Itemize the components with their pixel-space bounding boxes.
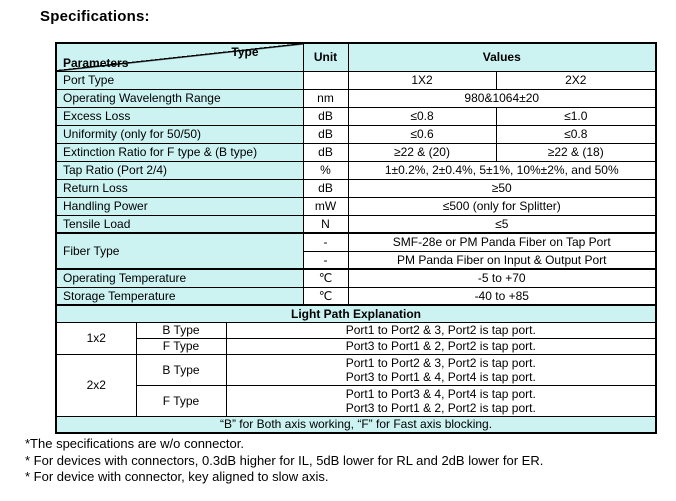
value-cell: 1X2 <box>347 70 497 90</box>
size-cell: 1x2 <box>55 321 137 355</box>
table-row-handling-power: Handling Power mW ≤500 (only for Splitte… <box>55 196 657 216</box>
param-cell: Handling Power <box>55 196 304 216</box>
unit-cell: - <box>302 250 349 270</box>
value-cell: ≤500 (only for Splitter) <box>347 196 657 216</box>
light-path-header: Light Path Explanation <box>55 304 657 323</box>
unit-cell: ℃ <box>302 268 349 288</box>
value-cell: ≤0.6 <box>347 124 497 144</box>
param-cell: Tensile Load <box>55 214 304 234</box>
param-cell: Uniformity (only for 50/50) <box>55 124 304 144</box>
value-cell: 2X2 <box>495 70 657 90</box>
param-cell: Operating Wavelength Range <box>55 88 304 108</box>
type-cell: B Type <box>135 321 227 339</box>
table-row-fiber-type-1: Fiber Type - SMF-28e or PM Panda Fiber o… <box>55 232 657 270</box>
table-row-uniformity: Uniformity (only for 50/50) dB ≤0.6 ≤0.8 <box>55 124 657 144</box>
table-row-2x2-b-type: 2x2 B Type Port1 to Port2 & 3, Port2 is … <box>55 353 657 417</box>
explanation-cell: Port1 to Port3 & 4, Port4 is tap port. P… <box>225 384 657 417</box>
unit-cell: dB <box>302 142 349 162</box>
corner-type-label: Type <box>231 45 259 59</box>
value-cell: SMF-28e or PM Panda Fiber on Tap Port <box>347 232 657 252</box>
unit-cell: dB <box>302 124 349 144</box>
value-cell: ≤5 <box>347 214 657 234</box>
page-title: Specifications: <box>40 8 150 25</box>
value-cell: ≤0.8 <box>347 106 497 126</box>
light-path-table: Light Path Explanation 1x2 B Type Port1 … <box>55 304 658 434</box>
explanation-cell: Port1 to Port2 & 3, Port2 is tap port. P… <box>225 353 657 386</box>
footnote-line: *The specifications are w/o connector. <box>25 436 244 451</box>
light-path-header-row: Light Path Explanation <box>55 304 657 323</box>
unit-cell: dB <box>302 106 349 126</box>
unit-cell: N <box>302 214 349 234</box>
values-header: Values <box>347 42 657 72</box>
explanation-line: Port3 to Port1 & 2, Port2 is tap port. <box>345 400 536 415</box>
param-cell: Return Loss <box>55 178 304 198</box>
table-row-extinction-ratio: Extinction Ratio for F type & (B type) d… <box>55 142 657 162</box>
table-row-tensile-load: Tensile Load N ≤5 <box>55 214 657 234</box>
value-cell: -40 to +85 <box>347 286 657 306</box>
table-row-1x2-b-type: 1x2 B Type Port1 to Port2 & 3, Port2 is … <box>55 321 657 355</box>
spec-tables-container: Type Parameters Unit Values Port Type 1X… <box>55 42 658 434</box>
unit-cell: - <box>302 232 349 252</box>
table-row-1x2-f-type: F Type Port3 to Port1 & 2, Port2 is tap … <box>56 337 657 355</box>
footnotes: *The specifications are w/o connector. *… <box>25 436 543 486</box>
table-row-operating-temperature: Operating Temperature ℃ -5 to +70 <box>55 268 657 288</box>
unit-cell <box>302 70 349 90</box>
unit-cell: nm <box>302 88 349 108</box>
value-cell: ≤0.8 <box>495 124 657 144</box>
type-cell: B Type <box>135 353 227 386</box>
light-path-note-row: “B” for Both axis working, “F” for Fast … <box>55 415 657 434</box>
corner-header-cell: Type Parameters <box>55 42 304 72</box>
table-row-excess-loss: Excess Loss dB ≤0.8 ≤1.0 <box>55 106 657 126</box>
param-cell: Extinction Ratio for F type & (B type) <box>55 142 304 162</box>
table-row-wavelength: Operating Wavelength Range nm 980&1064±2… <box>55 88 657 108</box>
footnote-line: * For devices with connectors, 0.3dB hig… <box>25 452 544 468</box>
type-cell: F Type <box>135 384 227 417</box>
header-row: Type Parameters Unit Values <box>55 42 657 72</box>
value-cell: 980&1064±20 <box>347 88 657 108</box>
unit-cell: dB <box>302 178 349 198</box>
size-cell: 2x2 <box>55 353 137 417</box>
param-cell: Excess Loss <box>55 106 304 126</box>
unit-cell: % <box>302 160 349 180</box>
param-cell: Operating Temperature <box>55 268 304 288</box>
unit-cell: ℃ <box>302 286 349 306</box>
unit-header: Unit <box>302 42 349 72</box>
value-cell: 1±0.2%, 2±0.4%, 5±1%, 10%±2%, and 50% <box>347 160 657 180</box>
explanation-line: Port3 to Port1 & 4, Port4 is tap port. <box>345 369 536 384</box>
unit-cell: mW <box>302 196 349 216</box>
param-cell: Storage Temperature <box>55 286 304 306</box>
value-cell: ≥22 & (18) <box>495 142 657 162</box>
param-cell: Fiber Type <box>55 232 304 270</box>
explanation-cell: Port3 to Port1 & 2, Port2 is tap port. <box>225 337 657 355</box>
type-cell: F Type <box>135 337 227 355</box>
value-cell: ≤1.0 <box>495 106 657 126</box>
corner-parameters-label: Parameters <box>63 55 129 70</box>
value-cell: ≥50 <box>347 178 657 198</box>
table-row-return-loss: Return Loss dB ≥50 <box>55 178 657 198</box>
value-cell: -5 to +70 <box>347 268 657 288</box>
specifications-table: Type Parameters Unit Values Port Type 1X… <box>55 42 657 306</box>
value-cell: PM Panda Fiber on Input & Output Port <box>347 250 657 270</box>
table-row-2x2-f-type: F Type Port1 to Port3 & 4, Port4 is tap … <box>56 384 657 417</box>
explanation-line: Port1 to Port3 & 4, Port4 is tap port. <box>345 386 536 401</box>
table-row-port-type: Port Type 1X2 2X2 <box>55 70 657 90</box>
param-cell: Port Type <box>55 70 304 90</box>
param-cell: Tap Ratio (Port 2/4) <box>55 160 304 180</box>
light-path-note: “B” for Both axis working, “F” for Fast … <box>55 415 657 434</box>
explanation-line: Port1 to Port2 & 3, Port2 is tap port. <box>345 355 536 370</box>
table-row-storage-temperature: Storage Temperature ℃ -40 to +85 <box>55 286 657 306</box>
explanation-cell: Port1 to Port2 & 3, Port2 is tap port. <box>225 321 657 339</box>
table-row-tap-ratio: Tap Ratio (Port 2/4) % 1±0.2%, 2±0.4%, 5… <box>55 160 657 180</box>
value-cell: ≥22 & (20) <box>347 142 497 162</box>
footnote-line: * For device with connector, key aligned… <box>25 469 329 484</box>
